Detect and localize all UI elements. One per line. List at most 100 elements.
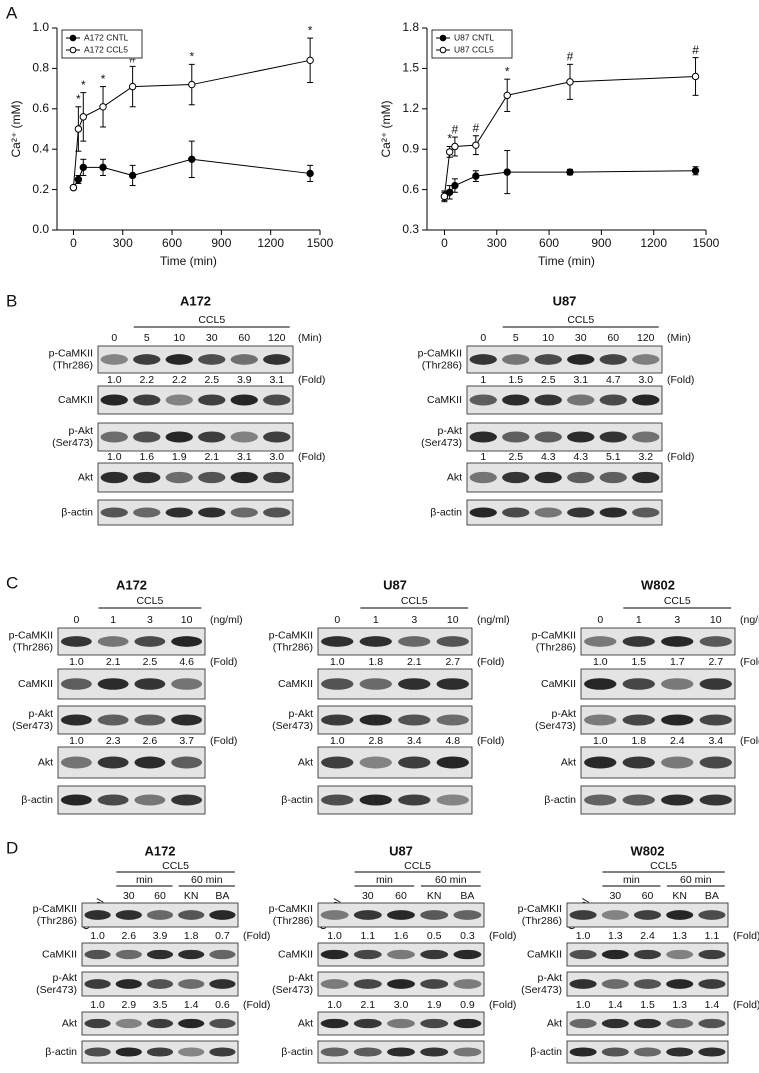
- lane-label: 30: [362, 890, 374, 902]
- band: [469, 431, 497, 443]
- band: [165, 354, 193, 365]
- fold-value: 3.0: [394, 999, 409, 1011]
- band: [146, 1047, 174, 1057]
- legend-marker: [439, 34, 447, 42]
- band: [198, 394, 226, 406]
- fold-value: 1.4: [705, 999, 720, 1011]
- lane-label: 60: [154, 890, 166, 902]
- treatment-label: CCL5: [404, 860, 431, 872]
- row-label: (Thr286): [37, 915, 77, 927]
- fold-unit: (Fold): [667, 451, 694, 463]
- row-label: p-Akt: [537, 972, 562, 984]
- row-label: β-actin: [21, 794, 53, 806]
- fold-value: 3.1: [237, 451, 252, 463]
- band: [115, 949, 142, 960]
- row-label: p-CaMKII: [518, 903, 562, 915]
- band: [178, 949, 205, 960]
- band: [666, 949, 694, 960]
- x-tick-label: 1200: [640, 236, 667, 250]
- fold-value: 1.0: [593, 735, 608, 747]
- panel-label: A: [6, 3, 18, 22]
- group-label: 60 min: [191, 874, 223, 886]
- x-tick-label: 900: [591, 236, 611, 250]
- band: [84, 1047, 111, 1057]
- blot-title: U87: [553, 293, 577, 308]
- band: [534, 354, 562, 365]
- lane-label: BA: [460, 890, 474, 902]
- band: [661, 756, 694, 769]
- blot-title: A172: [116, 577, 147, 592]
- band: [320, 1018, 349, 1029]
- x-tick-label: 0: [441, 236, 448, 250]
- fold-value: 4.3: [573, 451, 588, 463]
- x-axis-label: Time (min): [538, 254, 595, 268]
- band: [601, 910, 629, 920]
- point: [503, 91, 511, 100]
- band: [633, 979, 662, 989]
- fold-value: 1.0: [69, 735, 84, 747]
- row-label: (Ser473): [521, 984, 562, 996]
- y-tick-label: 0.4: [32, 141, 49, 155]
- band: [133, 431, 161, 443]
- row-label: β-actin: [61, 506, 93, 518]
- x-tick-label: 1500: [693, 236, 720, 250]
- fold-value: 1.1: [360, 930, 375, 942]
- band: [84, 1018, 111, 1029]
- legend-marker: [69, 46, 77, 54]
- y-tick-label: 0.0: [32, 222, 49, 236]
- band: [230, 471, 258, 484]
- band: [230, 354, 258, 365]
- y-axis-label: Ca²⁺ (mM): [379, 101, 393, 158]
- row-label: p-CaMKII: [418, 347, 462, 359]
- fold-unit: (Fold): [243, 930, 270, 942]
- fold-value: 2.2: [172, 374, 187, 386]
- point: [440, 192, 449, 201]
- band: [178, 1047, 205, 1057]
- band: [699, 636, 732, 647]
- band: [661, 794, 694, 806]
- lane-label: 0: [597, 614, 603, 626]
- group-label: 60 min: [435, 874, 467, 886]
- band: [599, 354, 627, 365]
- fold-value: 1.0: [90, 930, 105, 942]
- band: [534, 431, 562, 443]
- band: [666, 979, 694, 989]
- row-label: (Ser473): [421, 437, 462, 449]
- band: [622, 714, 655, 726]
- band: [321, 636, 354, 647]
- row-label: p-Akt: [52, 972, 77, 984]
- band: [534, 394, 562, 406]
- band: [134, 678, 166, 690]
- y-tick-label: 0.8: [32, 61, 49, 75]
- point: [128, 82, 137, 91]
- blot-strip: [97, 345, 294, 374]
- fold-value: 2.1: [106, 656, 121, 668]
- point: [128, 171, 137, 180]
- y-axis-label: Ca²⁺ (mM): [9, 101, 23, 158]
- band: [353, 1047, 382, 1057]
- band: [263, 431, 291, 443]
- band: [666, 1047, 694, 1057]
- point: [472, 141, 480, 149]
- band: [622, 678, 655, 690]
- band: [321, 756, 354, 769]
- band: [534, 471, 562, 484]
- point: [451, 142, 459, 151]
- fold-value: 2.5: [541, 374, 556, 386]
- lane-label: 10: [542, 332, 554, 344]
- band: [97, 756, 129, 769]
- y-tick-label: 0.6: [32, 101, 49, 115]
- band: [230, 431, 258, 443]
- y-tick-label: 1.2: [402, 101, 419, 115]
- x-tick-label: 900: [211, 236, 231, 250]
- band: [133, 471, 161, 484]
- band: [263, 354, 291, 365]
- fold-value: 3.4: [708, 735, 723, 747]
- fold-value: 0.6: [215, 999, 230, 1011]
- band: [387, 1018, 415, 1029]
- band: [178, 910, 205, 920]
- band: [453, 1047, 482, 1057]
- legend-marker: [69, 34, 77, 42]
- significance-mark: #: [567, 50, 574, 64]
- fold-value: 1.0: [327, 999, 342, 1011]
